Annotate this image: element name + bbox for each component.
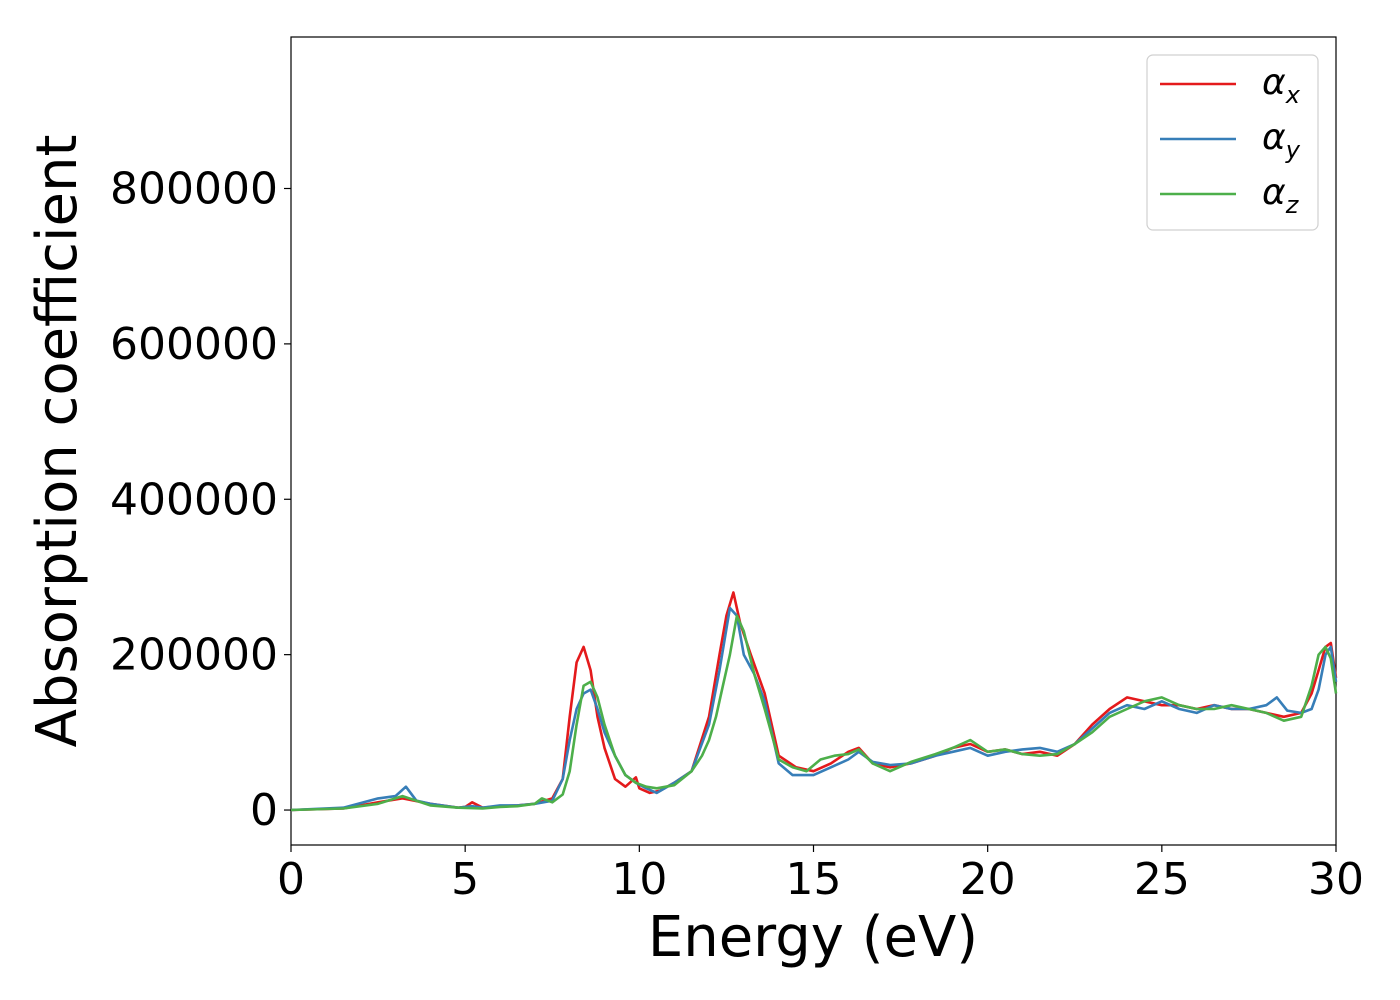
y-tick-label: 400000	[110, 474, 278, 525]
legend: αx αy αz	[1146, 54, 1319, 231]
x-tick-label: 10	[611, 854, 667, 905]
legend-label-x: αx	[1262, 62, 1301, 109]
y-axis-label: Absorption coefficient	[25, 135, 90, 748]
y-tick-label: 800000	[110, 164, 278, 215]
y-tick-label: 0	[250, 785, 278, 836]
x-axis-ticks: 0 5 10 15 20 25 30	[277, 845, 1364, 905]
legend-label-y: αy	[1262, 117, 1301, 164]
y-tick-label: 600000	[110, 319, 278, 370]
legend-label-z: αz	[1262, 172, 1300, 219]
x-tick-label: 25	[1134, 854, 1190, 905]
y-axis-ticks: 0 200000 400000 600000 800000	[110, 164, 291, 836]
x-tick-label: 5	[451, 854, 479, 905]
series-line-y	[290, 606, 1338, 812]
x-axis-label: Energy (eV)	[648, 905, 978, 970]
series-line-z	[290, 614, 1338, 812]
x-tick-label: 20	[960, 854, 1016, 905]
legend-box	[1146, 54, 1319, 231]
series-lines	[290, 591, 1338, 812]
y-tick-label: 200000	[110, 630, 278, 681]
x-tick-label: 0	[277, 854, 305, 905]
series-line-x	[290, 591, 1338, 812]
x-tick-label: 30	[1308, 854, 1364, 905]
x-tick-label: 15	[786, 854, 842, 905]
